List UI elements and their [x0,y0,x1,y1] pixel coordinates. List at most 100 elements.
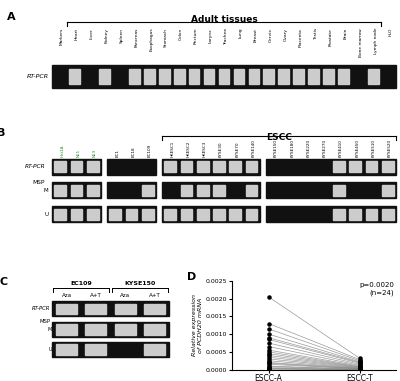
Point [265,349,272,355]
Bar [164,209,176,220]
Bar [266,158,396,175]
Text: RT-PCR: RT-PCR [32,306,50,311]
Bar [107,206,156,222]
Bar [213,185,225,196]
Bar [144,69,155,84]
Point [356,359,363,365]
Text: HKESC2: HKESC2 [186,140,190,157]
Bar [278,69,289,84]
Point [356,365,363,371]
Bar [114,324,136,335]
Bar [54,209,66,220]
Text: Brain: Brain [344,28,348,39]
Bar [52,182,101,199]
Text: KYSE180: KYSE180 [290,139,294,157]
Point [265,331,272,337]
Bar [144,304,165,314]
Text: HKESC3: HKESC3 [203,140,207,157]
Bar [52,342,169,357]
Text: U: U [48,347,52,352]
Bar [229,209,241,220]
Text: Pancreas: Pancreas [134,28,138,47]
Bar [366,161,378,172]
Text: KYSE510: KYSE510 [372,139,376,157]
Text: Lymph node: Lymph node [374,28,378,54]
Bar [142,209,154,220]
Text: M: M [48,327,52,332]
Point [356,359,363,365]
Bar [197,161,208,172]
Text: MSP: MSP [33,180,45,185]
Bar [52,206,101,222]
Text: KYSE150: KYSE150 [124,281,155,286]
Bar [144,344,165,355]
Point [265,364,272,370]
Text: Prostate: Prostate [329,28,333,46]
Bar [248,69,259,84]
Bar [54,185,66,196]
Point [356,366,363,372]
Point [265,335,272,341]
Bar [52,66,396,88]
Bar [382,185,394,196]
Text: HKESC1: HKESC1 [170,140,174,157]
Point [265,356,272,362]
Point [265,320,272,327]
Text: B: B [0,128,5,138]
Point [356,361,363,367]
Text: KYSE70: KYSE70 [235,141,239,157]
Bar [333,209,345,220]
Point [265,365,272,371]
Text: EC18: EC18 [132,146,136,157]
Text: ESCC: ESCC [266,133,292,142]
Point [265,366,272,372]
Bar [189,69,200,84]
Point [265,358,272,364]
Bar [350,161,361,172]
Text: Lung: Lung [239,28,243,38]
Text: C: C [0,277,8,287]
Text: Bone marrow: Bone marrow [359,28,363,56]
Bar [308,69,319,84]
Text: NE3: NE3 [93,148,97,157]
Point [265,366,272,372]
Text: Breast: Breast [254,28,258,42]
Text: KYSE220: KYSE220 [306,138,310,157]
Text: MSP: MSP [40,319,50,324]
Bar [197,209,208,220]
Y-axis label: Relative expression
of PCDH20 mRNA: Relative expression of PCDH20 mRNA [192,294,203,356]
Point [265,352,272,359]
Point [265,347,272,353]
Bar [219,69,229,84]
Text: KYSE410: KYSE410 [339,139,343,157]
Bar [164,161,176,172]
Bar [293,69,304,84]
Point [265,336,272,343]
Text: Placenta: Placenta [299,28,303,46]
Point [356,364,363,370]
Bar [333,185,345,196]
Bar [180,185,192,196]
Text: Aza: Aza [62,293,72,298]
Text: Cervix: Cervix [269,28,273,42]
Text: Larynx: Larynx [209,28,213,43]
Bar [382,209,394,220]
Point [265,354,272,360]
Text: Trachea: Trachea [224,28,228,45]
Text: RT-PCR: RT-PCR [27,74,49,79]
Bar [246,185,257,196]
Text: Rectum: Rectum [194,28,198,44]
Bar [69,69,80,84]
Bar [382,161,394,172]
Bar [366,209,378,220]
Point [265,344,272,350]
Point [265,294,272,300]
Text: KYSE520: KYSE520 [388,138,392,157]
Point [356,367,363,373]
Text: U: U [44,212,48,217]
Bar [85,344,106,355]
Bar [52,322,169,337]
Point [265,326,272,332]
Text: KYSE30: KYSE30 [219,141,223,157]
Bar [162,158,260,175]
